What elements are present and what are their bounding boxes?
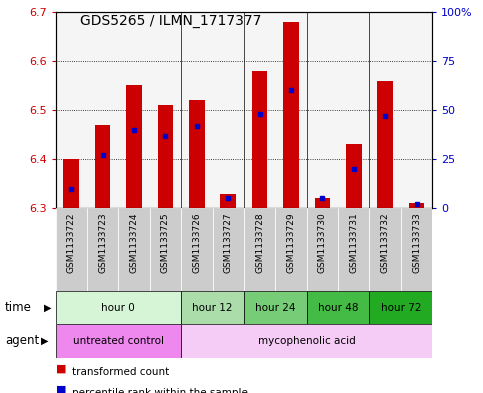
Text: hour 72: hour 72 [381, 303, 421, 312]
Bar [275, 208, 307, 291]
Bar [126, 86, 142, 208]
Bar [95, 125, 111, 208]
Bar [157, 105, 173, 208]
Text: ■: ■ [56, 385, 66, 393]
Bar [401, 208, 432, 291]
Bar [314, 198, 330, 208]
Text: transformed count: transformed count [72, 367, 170, 376]
Text: ▶: ▶ [43, 303, 51, 312]
Bar [244, 208, 275, 291]
Bar [346, 145, 362, 208]
Text: ■: ■ [56, 364, 66, 373]
Text: mycophenolic acid: mycophenolic acid [258, 336, 355, 346]
Bar [283, 22, 299, 208]
Bar [252, 71, 268, 208]
Text: untreated control: untreated control [73, 336, 164, 346]
Bar [181, 291, 244, 324]
Bar [189, 100, 205, 208]
Bar [63, 159, 79, 208]
Text: hour 0: hour 0 [101, 303, 135, 312]
Bar [244, 291, 307, 324]
Text: hour 12: hour 12 [192, 303, 233, 312]
Text: ▶: ▶ [41, 336, 49, 346]
Bar [87, 208, 118, 291]
Text: hour 48: hour 48 [318, 303, 358, 312]
Text: GSM1133727: GSM1133727 [224, 213, 233, 273]
Bar [56, 208, 87, 291]
Bar [409, 204, 425, 208]
Text: GSM1133731: GSM1133731 [349, 213, 358, 273]
Bar [338, 208, 369, 291]
Text: GSM1133730: GSM1133730 [318, 213, 327, 273]
Text: hour 24: hour 24 [255, 303, 296, 312]
Bar [369, 208, 401, 291]
Bar [181, 324, 432, 358]
Bar [56, 291, 181, 324]
Text: GSM1133729: GSM1133729 [286, 213, 296, 273]
Text: GDS5265 / ILMN_1717377: GDS5265 / ILMN_1717377 [80, 14, 261, 28]
Bar [377, 81, 393, 208]
Text: GSM1133732: GSM1133732 [381, 213, 390, 273]
Text: time: time [5, 301, 32, 314]
Bar [118, 208, 150, 291]
Bar [220, 193, 236, 208]
Bar [181, 208, 213, 291]
Text: GSM1133724: GSM1133724 [129, 213, 139, 273]
Text: GSM1133728: GSM1133728 [255, 213, 264, 273]
Bar [307, 291, 369, 324]
Text: percentile rank within the sample: percentile rank within the sample [72, 388, 248, 393]
Text: GSM1133733: GSM1133733 [412, 213, 421, 273]
Text: GSM1133726: GSM1133726 [192, 213, 201, 273]
Bar [369, 291, 432, 324]
Bar [213, 208, 244, 291]
Text: GSM1133723: GSM1133723 [98, 213, 107, 273]
Bar [56, 324, 181, 358]
Text: GSM1133725: GSM1133725 [161, 213, 170, 273]
Bar [307, 208, 338, 291]
Text: agent: agent [5, 334, 39, 347]
Text: GSM1133722: GSM1133722 [67, 213, 76, 273]
Bar [150, 208, 181, 291]
